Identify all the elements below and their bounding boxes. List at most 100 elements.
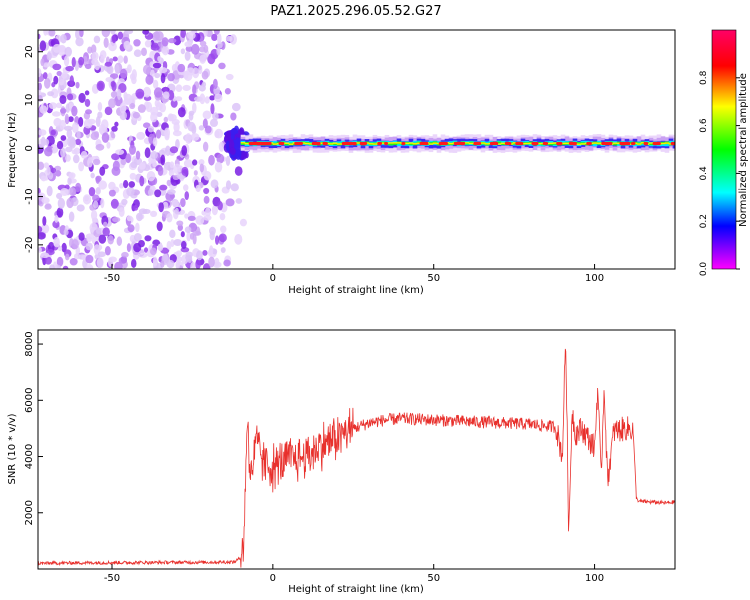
noise-blob [220, 247, 226, 253]
noise-blob [59, 95, 67, 105]
noise-blob [56, 256, 64, 267]
noise-blob [52, 220, 60, 229]
signal-peak [384, 141, 388, 146]
signal-band-segment [464, 142, 470, 144]
signal-peak [359, 141, 368, 146]
spectrogram-y-tick-label: -10 [24, 188, 35, 204]
noise-blob [146, 170, 156, 182]
noise-blob [46, 166, 51, 176]
noise-blob [157, 243, 164, 252]
colorbar: 0.0 0.2 0.4 0.6 0.8 Normalized spectral ampl… [699, 29, 749, 276]
signal-peak [322, 141, 328, 146]
noise-blob [157, 166, 164, 177]
noise-blob [98, 180, 108, 190]
noise-blob [133, 157, 143, 166]
signal-band-segment [500, 142, 506, 144]
noise-blob [48, 30, 56, 37]
noise-blob [160, 260, 165, 268]
noise-blob [158, 202, 164, 213]
signal-peak [377, 141, 383, 146]
noise-blob [116, 89, 122, 100]
noise-blob [198, 125, 205, 131]
noise-blob [107, 235, 114, 245]
spectrogram-panel: -50 0 50 100 -20 -10 0 10 20 Height of straight… [7, 29, 676, 296]
noise-blob [167, 113, 174, 122]
noise-blob [203, 170, 212, 181]
noise-blob [101, 132, 110, 143]
noise-blob [144, 147, 151, 159]
noise-blob [225, 180, 232, 190]
noise-blob [121, 198, 128, 206]
noise-blob [136, 212, 143, 222]
noise-blob [145, 74, 154, 85]
snr-panel: -50 0 50 100 2000 4000 6000 8000 Height of str… [7, 329, 676, 595]
noise-blob [199, 93, 206, 105]
spectrogram-y-label: Frequency (Hz) [7, 112, 18, 188]
colorbar-tick-label: 0.6 [699, 118, 709, 133]
signal-band-segment [564, 142, 570, 145]
noise-blob [154, 189, 162, 198]
noise-blob [108, 189, 116, 197]
noise-blob [147, 189, 154, 196]
noise-blob [192, 230, 202, 236]
signal-band-segment [392, 142, 398, 144]
noise-blob [150, 106, 159, 116]
noise-blob [159, 184, 168, 191]
noise-blob [119, 102, 127, 114]
noise-blob [69, 258, 78, 266]
noise-blob [138, 239, 145, 248]
noise-blob [180, 48, 186, 55]
noise-blob [119, 110, 127, 121]
signal-band-segment [468, 142, 474, 145]
noise-blob [184, 213, 189, 219]
noise-blob [46, 51, 52, 61]
noise-blob [208, 154, 215, 166]
noise-blob [63, 55, 70, 67]
noise-blob [84, 63, 92, 70]
noise-blob [50, 88, 59, 99]
snr-frame [37, 329, 676, 570]
noise-blob [142, 30, 150, 35]
noise-blob [111, 35, 117, 44]
noise-blob [109, 73, 119, 79]
noise-blob [230, 112, 237, 121]
noise-blob [214, 93, 223, 103]
noise-blob [164, 127, 171, 139]
noise-blob [112, 216, 121, 223]
noise-blob [142, 208, 151, 215]
noise-blob [195, 259, 201, 269]
signal-band-segment [512, 142, 518, 144]
noise-blob [43, 30, 48, 36]
noise-blob [184, 41, 193, 48]
noise-blob [108, 98, 116, 109]
noise-blob [132, 111, 141, 119]
signal-band-segment [240, 142, 246, 145]
signal-peak [670, 141, 675, 146]
noise-blob [95, 176, 101, 184]
signal-band-segment [548, 142, 554, 145]
noise-blob [162, 91, 170, 100]
colorbar-label: Normalized spectral amplitude [738, 73, 749, 227]
signal-band-segment [552, 142, 558, 144]
snr-x-tick-label: 0 [270, 573, 276, 584]
noise-blob [38, 246, 42, 253]
noise-blob [53, 236, 60, 248]
noise-blob [125, 153, 131, 164]
noise-blob [181, 166, 189, 177]
noise-blob [203, 44, 209, 53]
noise-blob [142, 122, 151, 129]
noise-blob [211, 33, 218, 42]
signal-peak [601, 141, 613, 146]
noise-blob [51, 111, 61, 117]
colorbar-gradient [712, 30, 736, 269]
noise-blob [118, 256, 128, 264]
signal-band-segment [380, 142, 386, 144]
noise-blob [213, 30, 220, 35]
spectrogram-y-tick-label: -20 [24, 237, 35, 253]
noise-blob [216, 153, 225, 164]
noise-blob [167, 90, 175, 101]
noise-blob [204, 125, 212, 134]
noise-blob [117, 31, 124, 40]
signal-peak [652, 141, 661, 146]
noise-blob [142, 64, 152, 75]
